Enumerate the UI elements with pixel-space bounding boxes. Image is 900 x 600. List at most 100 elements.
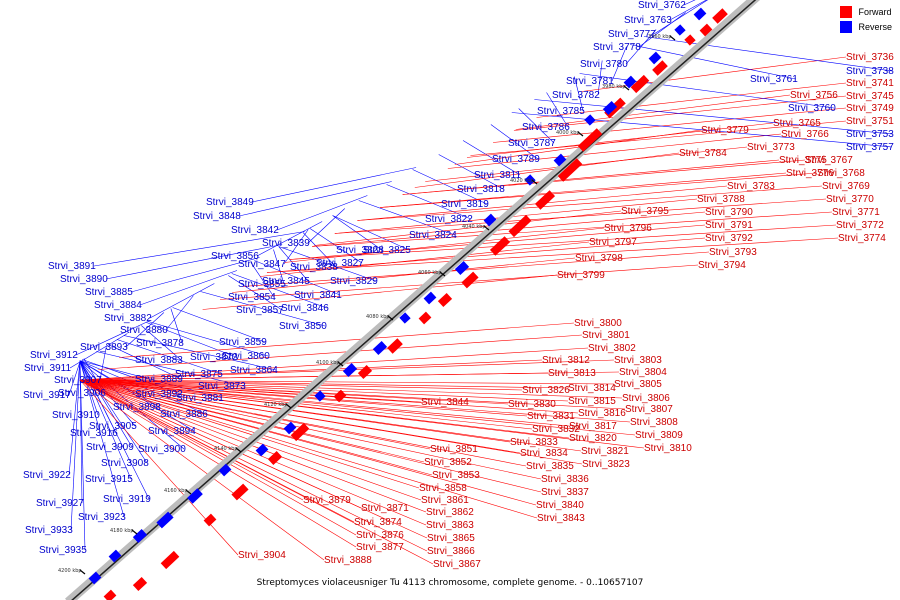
- label-connector: [79, 379, 579, 414]
- forward-gene-13: [437, 292, 453, 308]
- gene-label: Strvi_3922: [23, 470, 71, 481]
- reverse-gene-15: [314, 390, 326, 402]
- label-connector: [515, 94, 791, 130]
- gene-label: Strvi_3915: [85, 474, 133, 485]
- gene-label: Strvi_3935: [39, 545, 87, 556]
- scale-tick-mark: [439, 271, 446, 277]
- label-connector: [232, 257, 576, 293]
- scale-tick-label: 4000 kbp: [556, 130, 580, 136]
- label-connector: [130, 257, 260, 293]
- label-connector: [79, 379, 542, 480]
- gene-label: Strvi_3777: [608, 29, 656, 40]
- forward-gene-11: [489, 236, 511, 256]
- label-connector: [334, 198, 827, 234]
- reverse-gene-17: [255, 443, 269, 457]
- gene-label: Strvi_3905: [89, 421, 137, 432]
- label-connector: [79, 379, 626, 410]
- gene-label: Strvi_3916: [70, 428, 118, 439]
- forward-gene-12: [461, 271, 479, 289]
- scale-tick-label: 4140 kbp: [214, 446, 238, 452]
- gene-label: Strvi_3813: [548, 368, 596, 379]
- label-connector: [116, 339, 222, 375]
- label-connector: [148, 321, 269, 357]
- gene-label: Strvi_3756: [790, 90, 838, 101]
- gene-label: Strvi_3851: [430, 444, 478, 455]
- gene-label: Strvi_3791: [705, 220, 753, 231]
- reverse-swatch: [840, 21, 853, 33]
- gene-label: Strvi_3798: [575, 253, 623, 264]
- gene-label: Strvi_3818: [457, 184, 505, 195]
- gene-label: Strvi_3845: [262, 276, 310, 287]
- reverse-gene-1: [693, 7, 707, 21]
- gene-label: Strvi_3815: [568, 396, 616, 407]
- label-connector: [309, 228, 363, 264]
- label-connector: [228, 275, 283, 311]
- gene-label: Strvi_3857: [236, 305, 284, 316]
- scale-tick-label: 4080 kbp: [366, 314, 390, 320]
- gene-label: Strvi_3829: [330, 276, 378, 287]
- gene-label: Strvi_3741: [846, 78, 894, 89]
- gene-label: Strvi_3833: [510, 437, 558, 448]
- gene-label: Strvi_3808: [630, 417, 678, 428]
- gene-label: Strvi_3854: [228, 292, 276, 303]
- gene-label: Strvi_3745: [846, 91, 894, 102]
- forward-gene-15: [387, 338, 403, 354]
- gene-label: Strvi_3874: [354, 517, 402, 528]
- forward-gene-2: [699, 23, 713, 37]
- reverse-gene-16: [283, 421, 297, 435]
- label-connector: [79, 379, 239, 556]
- gene-label: Strvi_3807: [625, 404, 673, 415]
- label-connector: [79, 360, 86, 551]
- gene-label: Strvi_3830: [508, 399, 556, 410]
- forward-gene-8: [557, 158, 583, 182]
- label-connector: [79, 379, 615, 385]
- label-connector: [170, 308, 183, 344]
- chromosome-axis: [71, 0, 757, 600]
- gene-label: Strvi_3880: [120, 325, 168, 336]
- gene-label: Strvi_3885: [85, 287, 133, 298]
- scale-tick-mark: [483, 225, 490, 231]
- label-connector: [79, 379, 527, 467]
- label-connector: [638, 12, 686, 48]
- label-connector: [108, 344, 182, 380]
- label-connector: [202, 274, 558, 310]
- label-connector: [79, 379, 537, 506]
- label-connector: [79, 360, 125, 518]
- scale-tick-label: 4060 kbp: [418, 270, 442, 276]
- label-connector: [332, 215, 410, 251]
- label-connector: [289, 224, 706, 260]
- gene-label: Strvi_3835: [526, 461, 574, 472]
- gene-label: Strvi_3821: [581, 446, 629, 457]
- gene-label: Strvi_3761: [750, 74, 798, 85]
- forward-gene-20: [231, 483, 249, 501]
- gene-label: Strvi_3762: [638, 0, 686, 11]
- label-connector: [98, 334, 583, 370]
- gene-label: Strvi_3889: [135, 374, 183, 385]
- label-connector: [629, 44, 797, 80]
- reverse-gene-9: [483, 213, 497, 227]
- gene-label: Strvi_3891: [48, 261, 96, 272]
- gene-label: Strvi_3794: [698, 260, 746, 271]
- gene-label: Strvi_3860: [222, 351, 270, 362]
- gene-label: Strvi_3893: [80, 342, 128, 353]
- strand-legend: Forward Reverse: [840, 6, 892, 36]
- forward-gene-1: [712, 8, 728, 24]
- gene-label: Strvi_3852: [424, 457, 472, 468]
- scale-tick-mark: [131, 529, 138, 535]
- gene-label: Strvi_3796: [604, 223, 652, 234]
- reverse-gene-7: [553, 153, 567, 167]
- gene-label: Strvi_3770: [826, 194, 874, 205]
- label-connector: [99, 345, 107, 381]
- gene-label: Strvi_3906: [58, 388, 106, 399]
- reverse-gene-6: [584, 114, 596, 126]
- forward-gene-9: [534, 190, 556, 210]
- scale-tick-mark: [577, 131, 584, 137]
- gene-label: Strvi_3844: [421, 397, 469, 408]
- label-connector: [669, 0, 707, 21]
- gene-label: Strvi_3839: [262, 238, 310, 249]
- label-connector: [123, 335, 277, 371]
- forward-gene-21: [203, 513, 217, 527]
- scale-tick-label: 4160 kbp: [164, 488, 188, 494]
- gene-label: Strvi_3828: [336, 245, 384, 256]
